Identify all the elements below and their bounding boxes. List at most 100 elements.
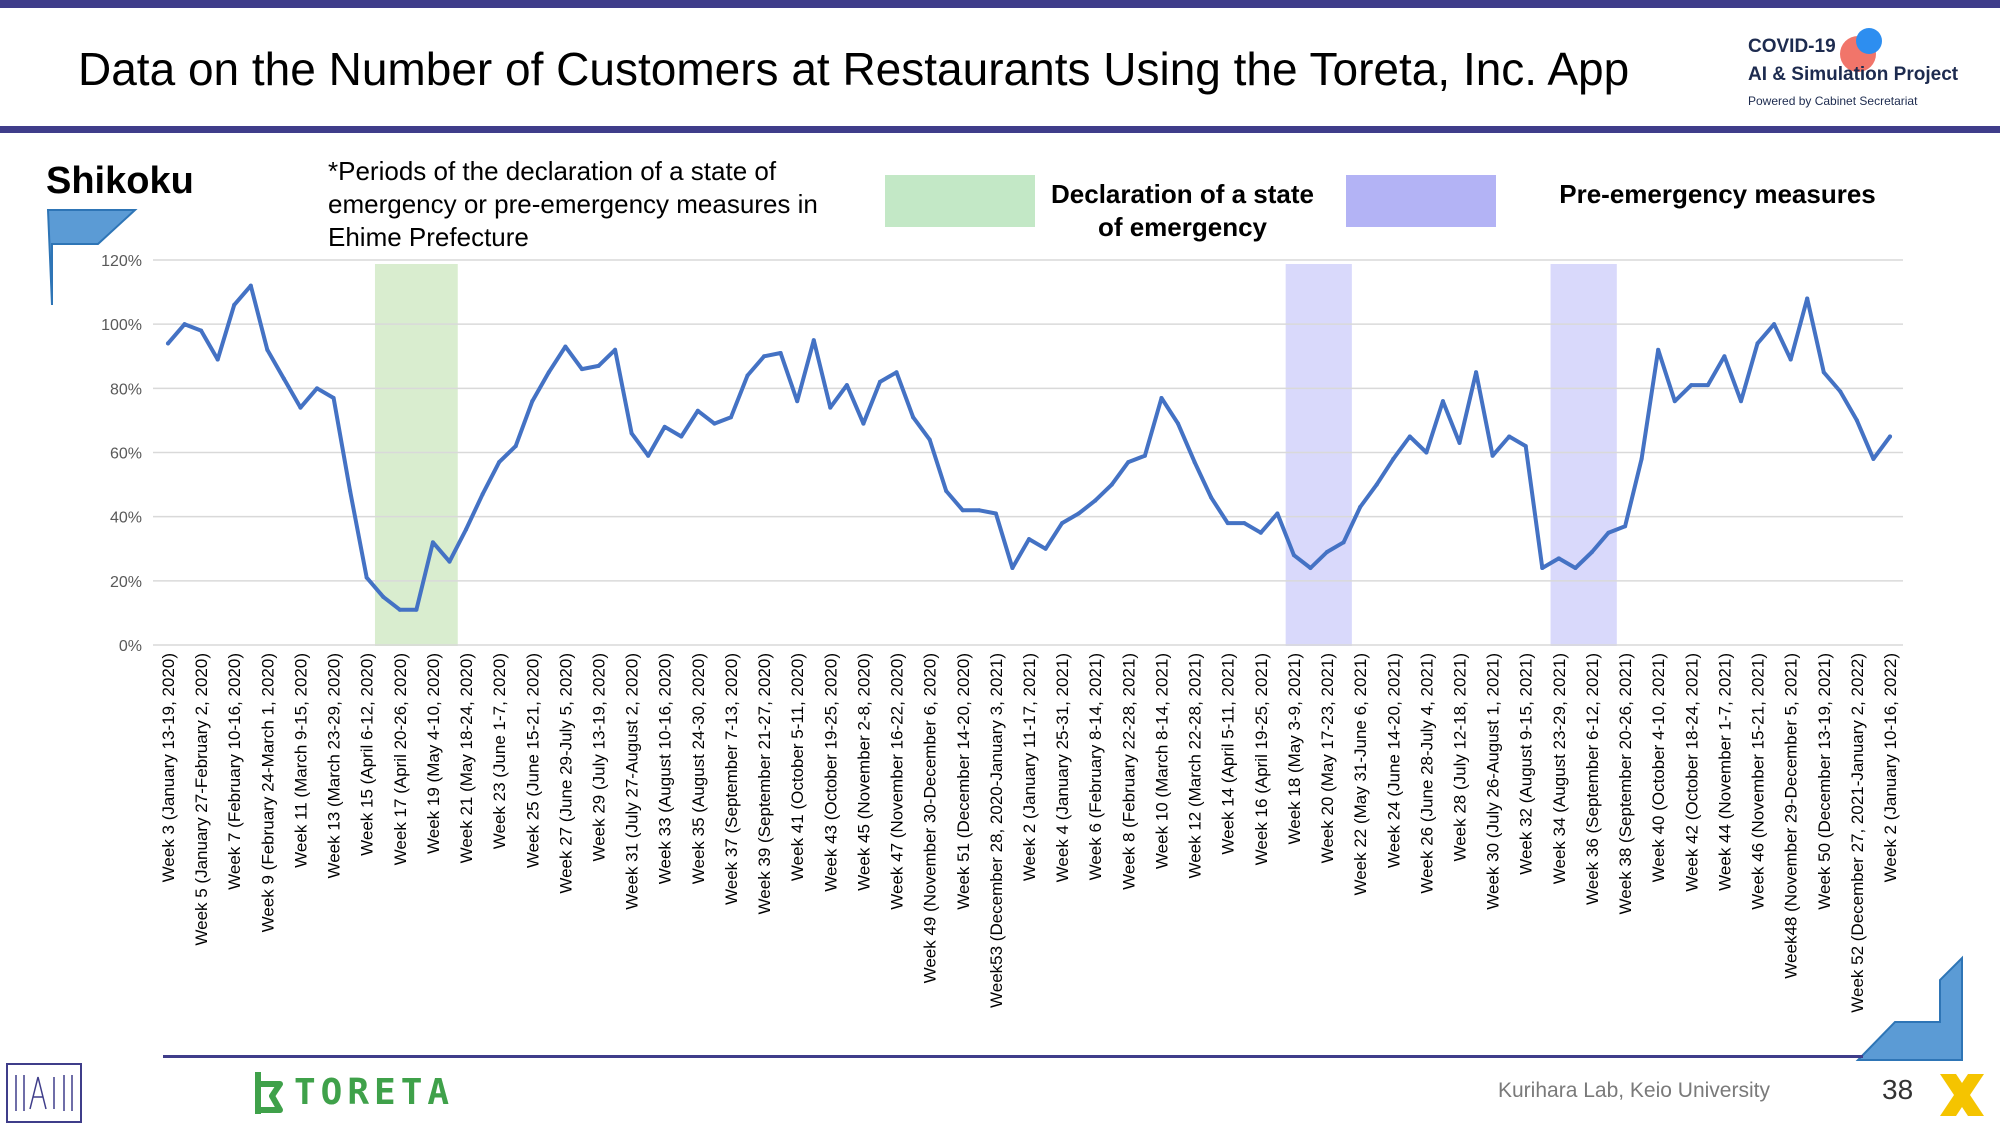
data-point: [662, 424, 667, 429]
data-point: [1722, 354, 1727, 359]
y-tick-label: 120%: [101, 253, 142, 270]
x-tick-label: Week 28 (July 12-18, 2021): [1451, 653, 1470, 862]
x-tick-label: Week 32 (August 9-15, 2021): [1517, 653, 1536, 875]
x-tick-label: Week 19 (May 4-10, 2020): [424, 653, 443, 854]
x-tick-label: Week 4 (January 25-31, 2021): [1053, 653, 1072, 882]
x-tick-label: Week 7 (February 10-16, 2020): [225, 653, 244, 890]
y-tick-label: 100%: [101, 317, 142, 334]
brand-line2: AI & Simulation Project: [1748, 64, 1959, 85]
data-point: [381, 594, 386, 599]
x-tick-label: Week 10 (March 8-14, 2021): [1152, 653, 1171, 869]
data-point: [1258, 530, 1263, 535]
x-tick-label: Week 45 (November 2-8, 2020): [854, 653, 873, 891]
data-point: [1093, 498, 1098, 503]
x-tick-label: Week 16 (April 19-25, 2021): [1252, 653, 1271, 865]
data-point: [960, 508, 965, 513]
data-point: [646, 453, 651, 458]
period-band: [1550, 264, 1617, 646]
y-tick-label: 20%: [110, 574, 142, 591]
data-point: [1705, 383, 1710, 388]
x-tick-label: Week 33 (August 10-16, 2020): [656, 653, 675, 884]
legend-label-pre-emergency: Pre-emergency measures: [1559, 179, 1876, 209]
x-tick-label: Week53 (December 28, 2020-January 3, 202…: [987, 653, 1006, 1008]
data-point: [166, 341, 170, 346]
data-point: [1242, 521, 1247, 526]
x-tick-label: Week 39 (September 21-27, 2020): [755, 653, 774, 914]
data-point: [199, 328, 204, 333]
region-label: Shikoku: [46, 160, 194, 202]
data-point: [464, 527, 469, 532]
data-point: [348, 489, 353, 493]
data-point: [1424, 450, 1429, 455]
x-tick-label: Week 14 (April 5-11, 2021): [1219, 653, 1238, 855]
data-point: [795, 399, 800, 404]
data-point: [215, 357, 220, 362]
data-point: [1606, 530, 1611, 535]
data-point: [1308, 566, 1313, 570]
data-point: [1490, 453, 1495, 458]
data-point: [1821, 370, 1826, 375]
ai-lab-logo: [6, 1063, 82, 1123]
x-tick-label: Week 8 (February 22-28, 2021): [1119, 653, 1138, 890]
data-point: [1656, 347, 1661, 352]
data-point: [1407, 434, 1412, 439]
data-point: [596, 363, 601, 368]
data-point: [1192, 460, 1197, 465]
corner-arrow-bottom-right-icon: [1855, 955, 1963, 1061]
x-tick-label: Week 52 (December 27, 2021-January 2, 20…: [1848, 653, 1867, 1013]
x-tick-label: Week48 (November 29-December 5, 2021): [1782, 653, 1801, 979]
x-tick-label: Week 11 (March 9-15, 2020): [291, 653, 310, 868]
data-point: [811, 338, 816, 343]
data-point: [728, 415, 733, 420]
x-tick-label: Week 38 (September 20-26, 2021): [1616, 653, 1635, 914]
data-point: [977, 508, 982, 513]
x-tick-label: Week 27 (June 29-July 5, 2020): [556, 653, 575, 894]
data-point: [1755, 341, 1760, 346]
data-point: [894, 370, 899, 375]
x-tick-label: Week 35 (August 24-30, 2020): [689, 653, 708, 884]
data-point: [712, 421, 717, 426]
x-tick-label: Week 24 (June 14-20, 2021): [1384, 653, 1403, 868]
data-point: [1738, 399, 1743, 404]
data-point: [778, 351, 783, 356]
data-point: [911, 415, 916, 420]
data-point: [1076, 511, 1081, 516]
data-point: [1589, 549, 1594, 554]
data-point: [563, 344, 568, 349]
data-point: [414, 607, 419, 612]
x-tick-label: Week 40 (October 4-10, 2021): [1649, 653, 1668, 882]
x-tick-label: Week 46 (November 15-21, 2021): [1749, 653, 1768, 910]
x-tick-label: Week 50 (December 13-19, 2021): [1815, 653, 1834, 910]
data-point: [182, 322, 187, 327]
x-tick-label: Week 29 (July 13-19, 2020): [590, 653, 609, 862]
data-point: [1639, 456, 1644, 461]
x-logo-icon: [1940, 1074, 1984, 1116]
x-tick-label: Week 26 (June 28-July 4, 2021): [1417, 653, 1436, 894]
data-point: [1838, 389, 1843, 394]
x-tick-label: Week 18 (May 3-9, 2021): [1285, 653, 1304, 845]
data-point: [1391, 456, 1396, 461]
data-point: [1291, 553, 1296, 558]
top-accent-bar: [0, 0, 2000, 8]
x-tick-label: Week 3 (January 13-19, 2020): [159, 653, 178, 882]
data-point: [877, 379, 882, 384]
data-point: [232, 302, 237, 307]
data-point: [1142, 453, 1147, 458]
x-tick-label: Week 13 (March 23-29, 2020): [325, 653, 344, 879]
data-point: [1374, 482, 1379, 487]
data-point: [1540, 566, 1545, 570]
x-tick-label: Week 36 (September 6-12, 2021): [1583, 653, 1602, 905]
x-tick-label: Week 23 (June 1-7, 2020): [490, 653, 509, 849]
x-tick-label: Week 44 (November 1-7, 2021): [1715, 653, 1734, 891]
data-point: [1805, 296, 1810, 301]
period-band: [374, 264, 458, 646]
x-tick-label: Week 6 (February 8-14, 2021): [1086, 653, 1105, 880]
data-point: [480, 492, 485, 497]
legend-label-emergency: Declaration of a state of emergency: [1051, 179, 1314, 242]
data-point: [1523, 444, 1528, 449]
data-point: [1788, 357, 1793, 362]
data-point: [248, 283, 253, 288]
data-point: [281, 376, 286, 381]
data-point: [613, 347, 618, 352]
data-point: [695, 408, 700, 413]
